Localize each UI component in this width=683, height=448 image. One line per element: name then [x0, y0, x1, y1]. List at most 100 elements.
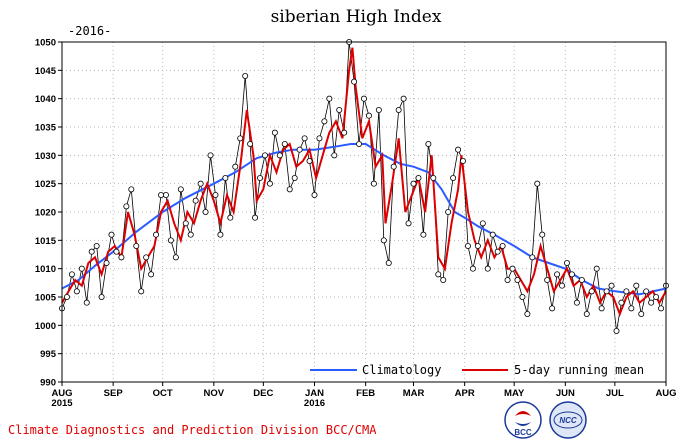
data-point-daily: [197, 180, 204, 187]
data-point-daily: [613, 327, 620, 334]
data-point-daily: [331, 152, 338, 159]
data-point-daily: [252, 214, 259, 221]
data-point-daily: [217, 231, 224, 238]
data-point-daily: [370, 180, 377, 187]
data-point-daily: [529, 254, 536, 261]
data-point-daily: [450, 174, 457, 181]
x-tick-label: AUG: [51, 388, 72, 399]
data-point-daily: [73, 288, 80, 295]
data-point-daily: [455, 146, 462, 153]
ncc-logo: NCC: [549, 401, 587, 439]
data-point-daily: [212, 191, 219, 198]
data-point-daily: [638, 310, 645, 317]
x-tick-label: AUG: [655, 388, 676, 399]
data-point-daily: [63, 293, 70, 300]
data-point-daily: [598, 305, 605, 312]
footer-credit: Climate Diagnostics and Prediction Divis…: [8, 423, 377, 437]
series-line-climatology: [61, 143, 667, 296]
x-tick-label: JUL: [606, 388, 624, 399]
series-line-daily: [61, 41, 667, 332]
data-point-daily: [356, 140, 363, 147]
data-point-daily: [568, 271, 575, 278]
data-point-daily: [192, 197, 199, 204]
x-tick-label: DEC: [253, 388, 273, 399]
data-point-daily: [519, 293, 526, 300]
chart-title: siberian High Index: [271, 7, 442, 27]
data-point-daily: [588, 288, 595, 295]
data-point-daily: [172, 254, 179, 261]
data-point-daily: [365, 112, 372, 119]
data-point-daily: [143, 254, 150, 261]
x-tick-label: APR: [455, 388, 475, 399]
data-point-daily: [316, 135, 323, 142]
data-point-daily: [593, 265, 600, 272]
data-point-daily: [321, 118, 328, 125]
data-point-daily: [504, 276, 511, 283]
data-point-daily: [623, 288, 630, 295]
data-point-daily: [148, 271, 155, 278]
data-point-daily: [83, 299, 90, 306]
y-tick-label: 1030: [35, 151, 56, 162]
data-point-daily: [276, 152, 283, 159]
data-point-daily: [390, 163, 397, 170]
y-tick-label: 995: [40, 349, 57, 360]
data-point-daily: [509, 265, 516, 272]
data-point-daily: [232, 163, 239, 170]
data-point-daily: [534, 180, 541, 187]
data-point-daily: [306, 157, 313, 164]
x-tick-label: FEB: [356, 388, 375, 399]
data-point-daily: [583, 310, 590, 317]
data-point-daily: [281, 140, 288, 147]
data-point-daily: [643, 288, 650, 295]
data-point-daily: [559, 282, 566, 289]
x-tick-label: OCT: [153, 388, 173, 399]
data-point-daily: [603, 288, 610, 295]
data-point-daily: [563, 259, 570, 266]
data-point-daily: [167, 237, 174, 244]
data-point-daily: [549, 305, 556, 312]
x-tick-label: MAY: [504, 388, 525, 399]
y-tick-label: 990: [40, 378, 56, 389]
bcc-logo-text: BCC: [514, 428, 532, 437]
data-point-daily: [158, 191, 165, 198]
data-point-daily: [78, 265, 85, 272]
data-point-daily: [118, 254, 125, 261]
data-point-daily: [207, 152, 214, 159]
data-point-daily: [351, 78, 358, 85]
y-tick-label: 1035: [35, 123, 57, 134]
y-tick-label: 1050: [35, 38, 56, 49]
data-point-daily: [162, 191, 169, 198]
data-point-daily: [499, 242, 506, 249]
data-point-daily: [296, 146, 303, 153]
data-point-daily: [425, 140, 432, 147]
data-point-daily: [484, 265, 491, 272]
data-point-daily: [464, 242, 471, 249]
data-point-daily: [93, 242, 100, 249]
data-point-daily: [524, 310, 531, 317]
data-point-daily: [326, 95, 333, 102]
data-point-daily: [153, 231, 160, 238]
y-tick-label: 1000: [35, 321, 56, 332]
data-point-daily: [420, 231, 427, 238]
data-point-daily: [430, 174, 437, 181]
x-tick-label: JUN: [556, 388, 575, 399]
data-point-daily: [435, 271, 442, 278]
x-tick-label: JAN: [305, 388, 324, 399]
y-tick-label: 1010: [35, 264, 56, 275]
data-point-daily: [138, 288, 145, 295]
x-tick-year: 2016: [304, 398, 325, 409]
data-point-daily: [415, 174, 422, 181]
data-point-daily: [286, 186, 293, 193]
data-point-daily: [628, 305, 635, 312]
data-point-daily: [375, 107, 382, 114]
bcc-logo: BCC: [504, 401, 542, 439]
data-point-daily: [98, 293, 105, 300]
data-point-daily: [113, 248, 120, 255]
data-point-daily: [257, 174, 264, 181]
data-point-daily: [182, 220, 189, 227]
y-axis: 990 995 1000 1005 1010 1015 1020 1025 1030 1035 10…: [35, 38, 62, 389]
chart-subtitle: -2016-: [68, 24, 111, 38]
data-point-daily: [187, 231, 194, 238]
grid: [62, 42, 666, 382]
data-point-daily: [341, 129, 348, 136]
